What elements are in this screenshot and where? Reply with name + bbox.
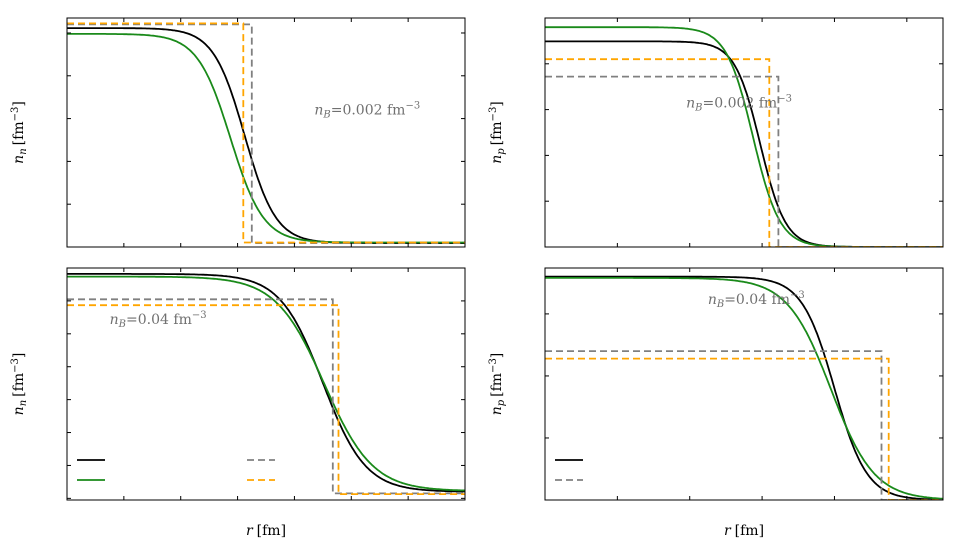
y-label-symbol: n — [11, 406, 27, 415]
annotation-exponent: −3 — [405, 100, 420, 111]
series-line-3 — [545, 357, 943, 500]
y-label-unit: [fm — [11, 373, 27, 397]
series-line-1 — [545, 26, 943, 247]
series-line-3 — [67, 304, 465, 495]
y-label-end: ] — [489, 101, 505, 106]
series-line-2 — [67, 298, 465, 495]
annotation-symbol: n — [110, 312, 119, 328]
y-label-subscript: n — [18, 148, 29, 154]
axes-frame — [66, 267, 466, 501]
axes-frame — [544, 17, 944, 248]
y-label-symbol: n — [489, 406, 505, 415]
series-line-2 — [545, 350, 943, 500]
x-label-unit: [fm] — [735, 523, 764, 539]
annotation-subscript: B — [716, 299, 724, 310]
series-line-1 — [67, 275, 465, 492]
y-label-unit: [fm — [11, 121, 27, 145]
series-line-3 — [67, 22, 465, 244]
y-label-symbol: n — [489, 155, 505, 164]
legend — [555, 459, 583, 481]
y-label-end: ] — [11, 353, 27, 358]
series-line-2 — [545, 75, 943, 247]
x-label-unit: [fm] — [257, 523, 286, 539]
density-annotation: nB=0.04 fm−3 — [708, 290, 805, 310]
series-line-0 — [545, 40, 943, 247]
y-label-symbol: n — [11, 155, 27, 164]
annotation-exponent: −3 — [790, 290, 805, 301]
series-line-1 — [545, 277, 943, 500]
y-axis-label: nn [fm−3] — [10, 101, 29, 164]
legend — [77, 459, 275, 481]
x-label-symbol: r — [724, 523, 732, 539]
x-label-symbol: r — [246, 523, 254, 539]
y-label-subscript: n — [18, 400, 29, 406]
y-label-unit: [fm — [489, 121, 505, 145]
annotation-text: =0.002 fm — [702, 95, 777, 111]
x-axis-label: r [fm] — [724, 523, 764, 539]
y-axis-label: np [fm−3] — [488, 353, 507, 416]
y-label-end: ] — [11, 101, 27, 106]
series-line-2 — [67, 23, 465, 244]
x-axis-label: r [fm] — [246, 523, 286, 539]
series-line-0 — [545, 275, 943, 500]
annotation-subscript: B — [322, 109, 330, 120]
y-label-end: ] — [489, 353, 505, 358]
y-label-exponent: −3 — [488, 358, 499, 373]
annotation-subscript: B — [694, 102, 702, 113]
panel-p3: nn[fm−3]r [fm]nB=0.04 fm−3 — [10, 267, 466, 539]
y-axis-label: np [fm−3] — [488, 101, 507, 164]
y-label-subscript: p — [496, 148, 507, 155]
annotation-symbol: n — [686, 95, 695, 111]
panel-p4: np[fm−3]r [fm]nB=0.04 fm−3 — [488, 267, 944, 539]
y-label-subscript: p — [496, 399, 507, 406]
y-label-exponent: −3 — [10, 358, 21, 373]
y-axis-label: nn [fm−3] — [10, 353, 29, 416]
series-line-1 — [67, 32, 465, 244]
annotation-text: =0.002 fm — [331, 102, 406, 118]
annotation-subscript: B — [118, 319, 126, 330]
axes-frame — [544, 267, 944, 501]
annotation-text: =0.04 fm — [724, 292, 790, 308]
y-label-unit: [fm — [489, 373, 505, 397]
annotation-exponent: −3 — [192, 310, 207, 321]
density-annotation: nB=0.04 fm−3 — [110, 310, 207, 330]
density-annotation: nB=0.002 fm−3 — [314, 100, 420, 120]
panel-p2: np[fm−3] nB=0.002 fm−3 — [488, 17, 944, 248]
series-line-3 — [545, 58, 943, 247]
annotation-exponent: −3 — [777, 93, 792, 104]
series-line-0 — [67, 27, 465, 244]
annotation-symbol: n — [314, 102, 323, 118]
panel-p1: nn[fm−3] nB=0.002 fm−3 — [10, 17, 466, 248]
annotation-text: =0.04 fm — [126, 312, 192, 328]
series-line-0 — [67, 273, 465, 493]
density-annotation: nB=0.002 fm−3 — [686, 93, 792, 113]
annotation-symbol: n — [708, 292, 717, 308]
axes-frame — [66, 17, 466, 248]
y-label-exponent: −3 — [488, 107, 499, 122]
y-label-exponent: −3 — [10, 107, 21, 122]
